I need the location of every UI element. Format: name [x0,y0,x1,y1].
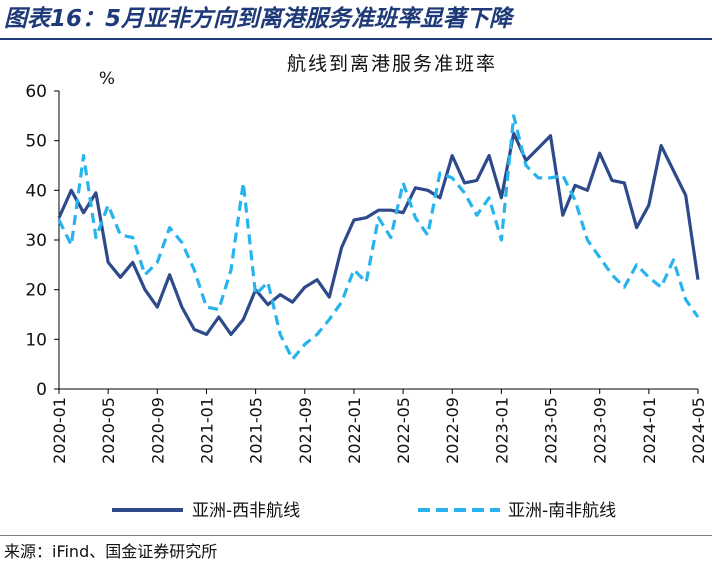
y-tick-label: 30 [25,231,47,251]
series-line-west-africa [57,131,700,336]
y-tick-label: 50 [25,132,47,152]
x-tick-label: 2023-01 [492,397,511,464]
x-tick-label: 2020-05 [99,397,118,464]
y-tick-label: 10 [25,330,47,350]
x-tick-label: 2020-09 [148,397,167,464]
y-tick-label: 20 [25,281,47,301]
x-tick-label: 2024-01 [640,397,659,464]
series-lines [57,114,700,361]
x-tick-label: 2021-05 [247,397,266,464]
title-rule [0,38,712,40]
axes: 0 10 20 30 40 50 60 2020-01 2020-05 2020-09 2021-0… [25,82,708,464]
legend: 亚洲-西非航线 亚洲-南非航线 [112,501,616,521]
x-tick-label: 2023-05 [542,397,561,464]
x-tick-label: 2020-01 [50,397,69,464]
x-tick-label: 2022-09 [443,397,462,464]
chart-title: 航线到离港服务准班率 [287,53,497,75]
x-tick-label: 2021-01 [197,397,216,464]
y-unit-label: % [99,69,115,89]
line-chart: 航线到离港服务准班率 % 0 10 20 30 40 50 60 2020-01 2020-05… [25,53,708,521]
y-tick-label: 40 [25,181,47,201]
legend-label-south-africa: 亚洲-南非航线 [508,501,616,521]
x-tick-label: 2021-09 [296,397,315,464]
legend-label-west-africa: 亚洲-西非航线 [192,501,300,521]
source-rule [0,535,712,536]
x-tick-label: 2024-05 [689,397,708,464]
y-tick-label: 0 [36,380,47,400]
x-tick-label: 2022-05 [394,397,413,464]
x-tick-label: 2022-01 [345,397,364,464]
series-line-south-africa [57,114,700,361]
x-tick-label: 2023-09 [591,397,610,464]
source-note: 来源：iFind、国金证券研究所 [4,542,218,561]
y-tick-label: 60 [25,82,47,102]
figure-title: 图表16：5月亚非方向到离港服务准班率显著下降 [4,6,513,32]
